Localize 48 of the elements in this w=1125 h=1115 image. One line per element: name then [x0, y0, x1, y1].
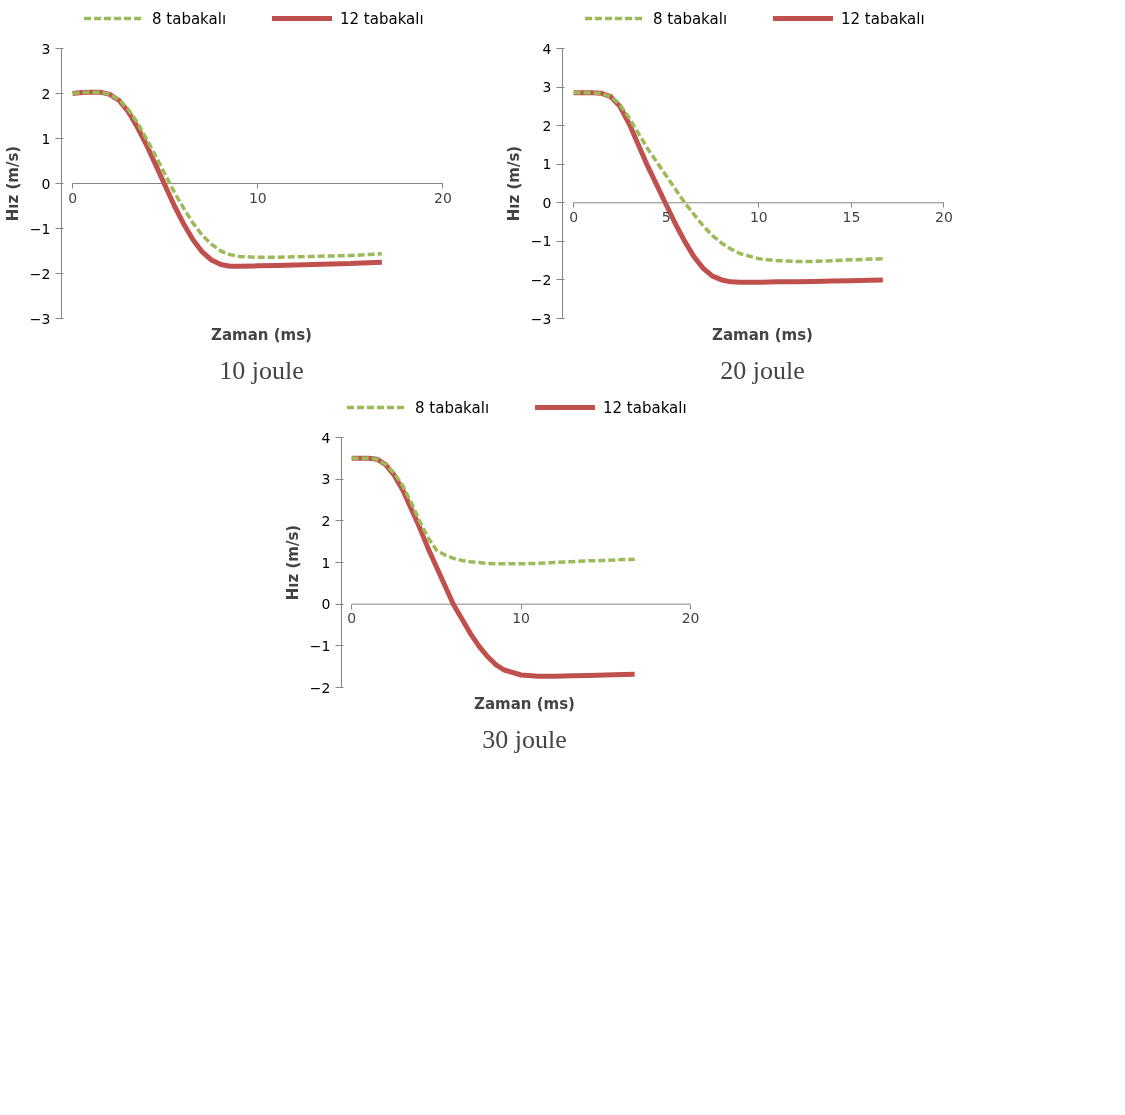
y-tick-label: 2 — [542, 117, 552, 134]
legend-label: 8 tabakalı — [653, 9, 728, 28]
legend-label: 12 tabakalı — [603, 398, 687, 417]
y-tick-label: 3 — [542, 79, 552, 96]
y-tick-label: 2 — [41, 85, 51, 102]
y-tick-label: 4 — [542, 40, 552, 57]
y-axis-title: Hız (m/s) — [504, 145, 523, 222]
legend-label: 12 tabakalı — [841, 9, 925, 28]
y-tick-label: −1 — [29, 220, 51, 237]
line-series — [349, 456, 637, 566]
y-tick-label: −2 — [530, 271, 552, 288]
y-tick-label: −2 — [29, 265, 51, 282]
x-tick-label: 0 — [347, 610, 357, 627]
y-axis-title: Hız (m/s) — [3, 145, 22, 222]
x-tick-label: 0 — [68, 189, 78, 206]
x-axis-title: Zaman (ms) — [474, 694, 575, 713]
y-tick-label: −1 — [309, 637, 331, 654]
legend-label: 8 tabakalı — [152, 9, 227, 28]
y-tick-label: 0 — [321, 596, 331, 613]
y-axis-title: Hız (m/s) — [283, 524, 302, 601]
x-tick-label: 20 — [935, 208, 953, 225]
text: 30 joule — [482, 724, 567, 754]
legend-label: 8 tabakalı — [415, 398, 490, 417]
y-tick-label: −1 — [530, 233, 552, 250]
x-axis-title: Zaman (ms) — [712, 325, 813, 344]
y-tick-label: 1 — [321, 554, 331, 571]
y-tick-label: 0 — [41, 175, 51, 192]
y-tick-label: 3 — [321, 471, 331, 488]
x-tick-label: 0 — [569, 208, 579, 225]
y-tick-label: −2 — [309, 679, 331, 696]
legend-label: 12 tabakalı — [340, 9, 424, 28]
x-tick-label: 20 — [434, 189, 452, 206]
x-tick-label: 5 — [661, 208, 671, 225]
y-tick-label: −3 — [530, 310, 552, 327]
y-tick-label: 2 — [321, 512, 331, 529]
y-tick-label: 3 — [41, 40, 51, 57]
y-tick-label: −3 — [29, 310, 51, 327]
y-tick-label: 4 — [321, 429, 331, 446]
y-tick-label: 1 — [542, 156, 552, 173]
x-tick-label: 10 — [749, 208, 768, 225]
y-tick-label: 1 — [41, 130, 51, 147]
x-tick-label: 10 — [512, 610, 531, 627]
x-tick-label: 20 — [681, 610, 700, 627]
text: 10 joule — [219, 355, 304, 385]
x-axis-title: Zaman (ms) — [211, 325, 312, 344]
text: 20 joule — [720, 355, 805, 385]
x-tick-label: 10 — [248, 189, 267, 206]
x-tick-label: 15 — [842, 208, 861, 225]
